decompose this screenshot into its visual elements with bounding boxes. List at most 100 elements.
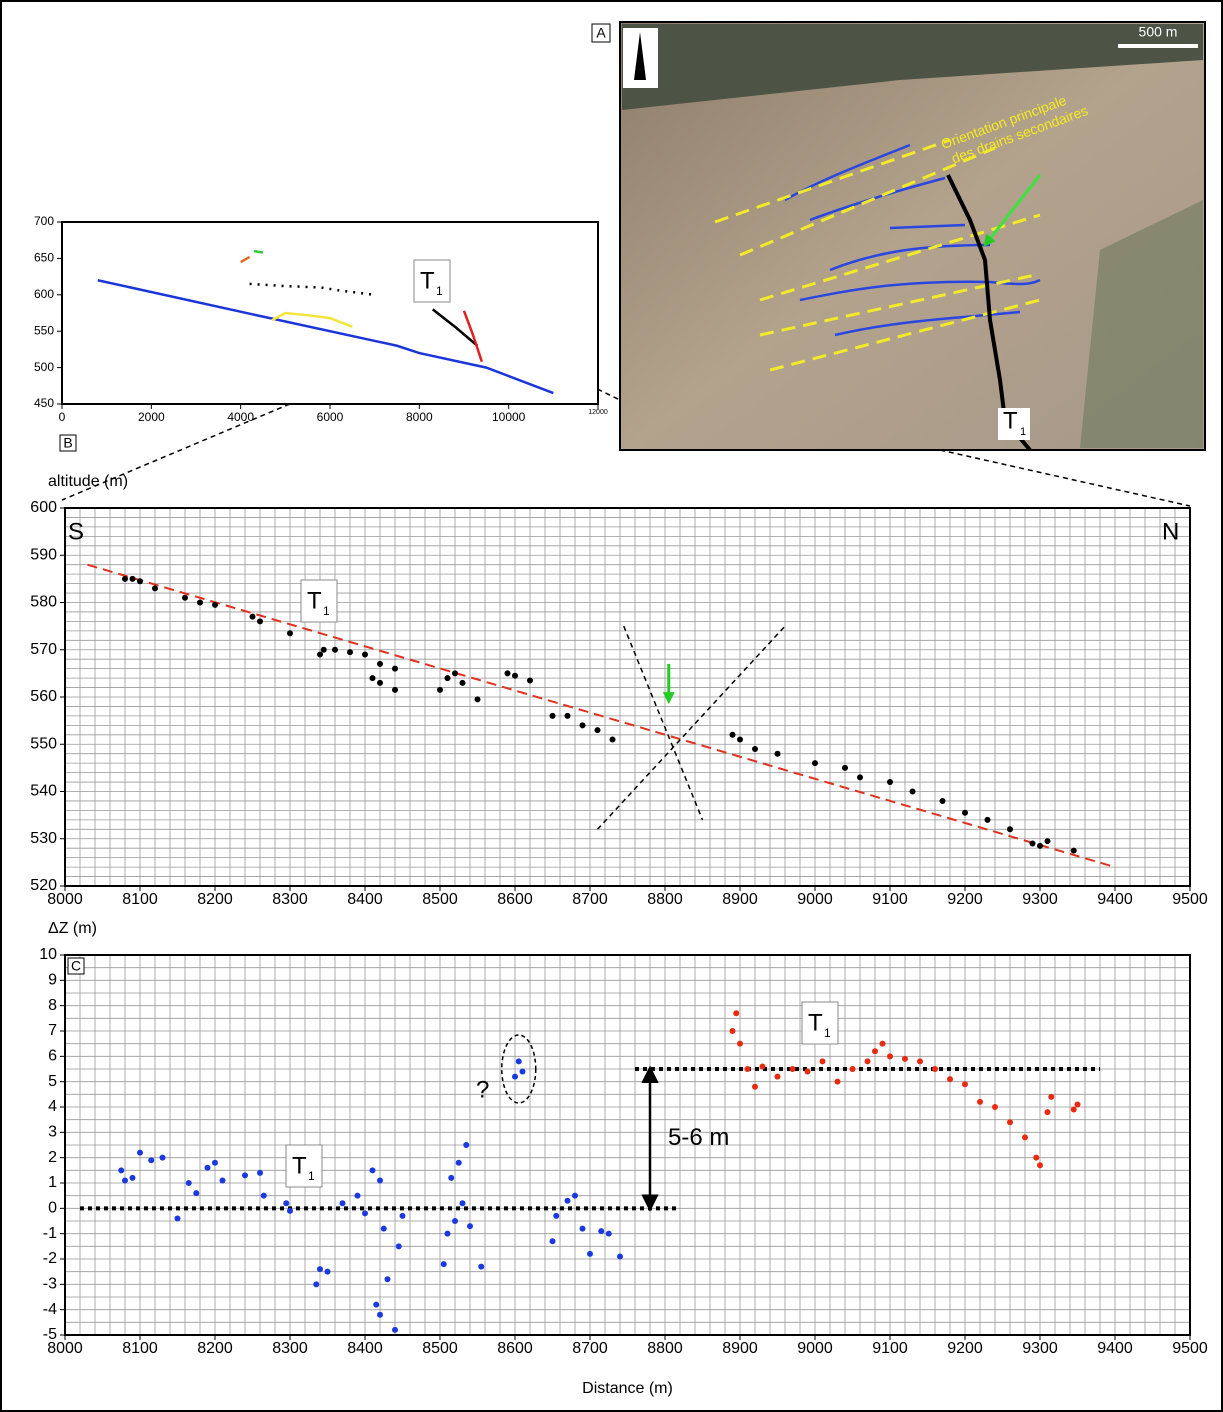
fault-line — [623, 625, 704, 821]
data-point — [1007, 1119, 1013, 1126]
fault-label: T — [1003, 407, 1018, 434]
data-point — [515, 1058, 522, 1065]
x-tick-label: 8300 — [272, 891, 308, 908]
data-point — [185, 1180, 192, 1186]
x-tick-label: 8500 — [422, 891, 458, 908]
data-point — [249, 613, 256, 620]
panel-label-box — [591, 23, 611, 43]
data-point — [332, 646, 338, 653]
data-point — [440, 1261, 447, 1268]
data-point — [129, 1174, 136, 1181]
panel-label: A — [596, 25, 606, 41]
y-tick-label: 580 — [30, 594, 57, 611]
x-tick-label: 8300 — [272, 1340, 308, 1357]
annotation: T — [307, 587, 322, 614]
green-arrow — [983, 174, 1042, 247]
annotation: T — [808, 1009, 823, 1036]
x-tick-label: 8400 — [347, 1340, 383, 1357]
y-tick-label: 540 — [30, 783, 57, 800]
panel-label-box — [59, 434, 77, 452]
data-point — [320, 646, 327, 653]
plot-frame — [64, 954, 1191, 1336]
map-panel: A 500 m Orientation principale des drain… — [591, 21, 1206, 452]
data-point — [212, 601, 218, 608]
data-point — [283, 1200, 290, 1207]
y-tick-label: -4 — [43, 1301, 57, 1318]
data-point — [594, 727, 601, 734]
data-point — [392, 686, 398, 693]
x-tick-label: 8900 — [722, 891, 758, 908]
data-point — [159, 1154, 166, 1161]
x-tick-label: 9100 — [872, 891, 908, 908]
data-point — [504, 670, 511, 677]
profile-line — [97, 279, 554, 395]
data-point — [467, 1223, 473, 1230]
y-tick-label: 650 — [34, 251, 54, 265]
data-point — [257, 618, 263, 625]
data-point — [939, 797, 946, 804]
data-point — [257, 1169, 263, 1176]
data-point — [864, 1058, 871, 1065]
y-tick-label: 1 — [48, 1174, 57, 1191]
data-point — [444, 1230, 451, 1237]
x-tick-label: 8200 — [197, 1340, 233, 1357]
annotation-subscript: 1 — [308, 1169, 315, 1183]
plot-background — [62, 222, 598, 404]
data-point — [579, 1225, 586, 1232]
fault-label-box — [998, 408, 1030, 440]
y-tick-label: 590 — [30, 546, 57, 563]
x-tick-label: 9400 — [1097, 1340, 1133, 1357]
x-tick-label: 9400 — [1097, 891, 1133, 908]
data-point — [193, 1190, 200, 1197]
data-point — [849, 1066, 856, 1072]
profile-line — [253, 249, 264, 254]
x-tick-label: 8500 — [422, 1340, 458, 1357]
y-tick-label: -2 — [43, 1250, 57, 1267]
data-point — [459, 1200, 466, 1207]
data-point — [377, 660, 383, 667]
data-point — [917, 1058, 923, 1065]
y-tick-label: -3 — [43, 1276, 57, 1293]
y-tick-label: 600 — [34, 287, 54, 301]
annotation: N — [1162, 518, 1179, 545]
data-point — [1044, 1109, 1051, 1116]
y-tick-label: 570 — [30, 641, 57, 658]
data-point — [1070, 1106, 1077, 1113]
x-tick-label: 8000 — [406, 410, 433, 424]
annotation: ? — [476, 1076, 489, 1103]
y-tick-label: 600 — [30, 499, 57, 516]
annotation-box — [413, 259, 451, 303]
data-point — [204, 1164, 211, 1171]
data-point — [1022, 1134, 1028, 1141]
data-point — [774, 750, 781, 757]
data-point — [148, 1157, 155, 1164]
data-point — [474, 696, 481, 703]
x-tick-label: 8600 — [497, 1340, 533, 1357]
data-point — [129, 575, 136, 582]
profile-line — [431, 308, 479, 347]
data-point — [452, 1218, 458, 1224]
data-point — [324, 1268, 331, 1275]
x-tick-label: 8400 — [347, 891, 383, 908]
data-point — [392, 665, 398, 672]
data-point — [737, 1040, 743, 1047]
scale-label: 500 m — [1139, 24, 1178, 40]
data-point — [369, 675, 376, 682]
x-tick-label: 8800 — [647, 891, 683, 908]
data-point — [733, 1010, 740, 1017]
x-tick-label: 9000 — [797, 1340, 833, 1357]
fit-line — [87, 563, 1116, 869]
data-point — [834, 1078, 841, 1085]
y-tick-label: 9 — [48, 972, 57, 989]
x-tick-label: 8000 — [47, 891, 83, 908]
y-tick-label: 3 — [48, 1124, 57, 1141]
data-point — [553, 1212, 560, 1219]
data-point — [812, 760, 818, 767]
y-tick-label: 8 — [48, 997, 57, 1014]
x-tick-label: 2000 — [138, 410, 165, 424]
offset-label: 5-6 m — [668, 1124, 729, 1151]
profile-line — [240, 255, 251, 264]
panel-label-box — [67, 957, 85, 975]
data-point — [339, 1200, 346, 1207]
